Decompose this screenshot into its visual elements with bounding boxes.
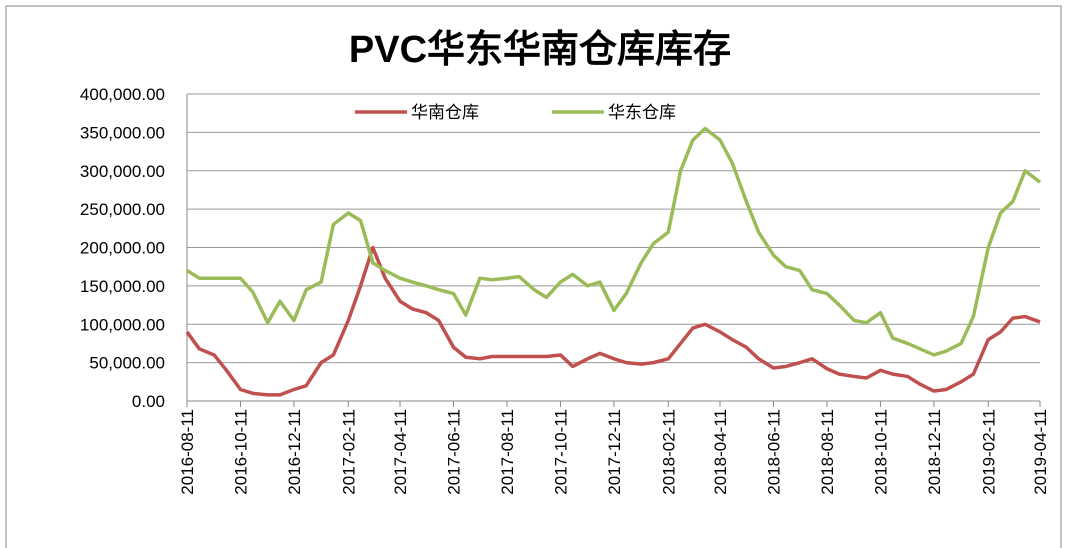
- x-tick-label: 2017-04-11: [391, 409, 410, 495]
- legend-label: 华南仓库: [411, 103, 479, 122]
- x-tick-label: 2017-02-11: [339, 409, 358, 495]
- y-tick-label: 250,000.00: [80, 200, 165, 219]
- y-tick-label: 400,000.00: [80, 85, 165, 104]
- y-tick-label: 350,000.00: [80, 123, 165, 142]
- x-tick-label: 2017-10-11: [551, 409, 570, 495]
- x-tick-label: 2018-12-11: [925, 409, 944, 495]
- chart-title: PVC华东华南仓库库存: [349, 29, 731, 71]
- x-tick-label: 2016-12-11: [285, 409, 304, 495]
- y-tick-label: 100,000.00: [80, 315, 165, 334]
- legend-label: 华东仓库: [608, 103, 676, 122]
- y-tick-label: 300,000.00: [80, 162, 165, 181]
- x-tick-label: 2018-02-11: [659, 409, 678, 495]
- y-tick-label: 150,000.00: [80, 277, 165, 296]
- x-tick-label: 2018-10-11: [871, 409, 890, 495]
- x-tick-label: 2016-10-11: [231, 409, 250, 495]
- x-tick-label: 2019-02-11: [979, 409, 998, 495]
- x-tick-label: 2016-08-11: [178, 409, 197, 495]
- chart-border: [5, 5, 1062, 548]
- x-tick-label: 2018-06-11: [764, 409, 783, 495]
- series-line: [186, 126, 1042, 357]
- y-tick-label: 200,000.00: [80, 239, 165, 258]
- y-tick-label: 50,000.00: [89, 354, 165, 373]
- x-tick-label: 2017-08-11: [498, 409, 517, 495]
- x-tick-label: 2018-04-11: [711, 409, 730, 495]
- x-tick-label: 2018-08-11: [818, 409, 837, 495]
- y-tick-label: 0.00: [132, 392, 165, 411]
- x-tick-label: 2017-12-11: [605, 409, 624, 495]
- series-line: [185, 245, 1041, 397]
- x-tick-label: 2019-04-11: [1031, 409, 1050, 495]
- x-tick-label: 2017-06-11: [445, 409, 464, 495]
